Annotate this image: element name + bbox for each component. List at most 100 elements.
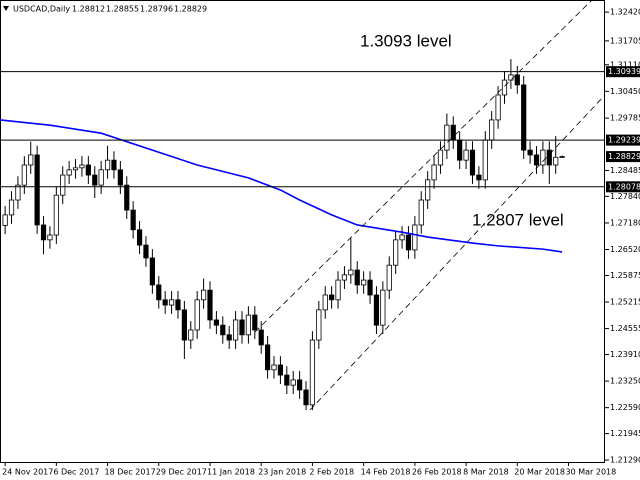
candle-body (136, 229, 143, 246)
candle-body (53, 194, 59, 236)
y-tick-label: 1.31705 (610, 36, 640, 45)
candle-body (290, 379, 296, 386)
candle-body (354, 269, 360, 286)
candle-body (265, 344, 271, 371)
y-tick-label: 1.23250 (610, 377, 640, 386)
candle-body (175, 299, 181, 311)
x-tick-label: 29 Dec 2017 (156, 468, 207, 477)
candle-body (104, 159, 111, 171)
trend-line (254, 0, 593, 333)
x-tick-label: 14 Feb 2018 (361, 468, 411, 477)
price-box-label: 1.28078 (608, 182, 640, 191)
candle-body (232, 319, 239, 341)
candle-body (399, 234, 405, 241)
annotation: 1.3093 level (360, 31, 452, 50)
x-tick-label: 6 Dec 2017 (53, 468, 99, 477)
candle-body (335, 279, 341, 301)
candle-body (117, 169, 123, 186)
candle-body (149, 257, 155, 286)
price-box-label: 1.30939 (608, 67, 640, 76)
candle-body (92, 174, 98, 186)
candle-body (252, 314, 258, 331)
candle-body (348, 269, 354, 276)
candle-body (2, 214, 8, 226)
candle-body (405, 234, 412, 251)
candle-body (156, 284, 162, 301)
x-tick-label: 18 Dec 2017 (105, 468, 156, 477)
y-tick-label: 1.30450 (610, 87, 640, 96)
candle-body (444, 124, 450, 151)
candle-body (271, 364, 277, 371)
candle-body (66, 169, 72, 176)
candle-body (309, 339, 316, 406)
candle-body (28, 154, 34, 166)
candle-body (245, 314, 252, 336)
price-box (606, 66, 640, 78)
candle-body (258, 329, 264, 346)
candle-body (143, 244, 149, 259)
candle-body (181, 309, 187, 341)
symbol-title: USDCAD,Daily (13, 5, 70, 14)
y-tick-label: 1.21290 (610, 455, 640, 464)
y-tick-label: 1.21945 (610, 429, 640, 438)
candle-body (213, 319, 219, 326)
candle-body (303, 389, 309, 406)
candle-body (476, 174, 482, 181)
y-tick-label: 1.27840 (610, 192, 640, 201)
candle-body (469, 149, 476, 176)
candle-body (130, 209, 136, 231)
x-tick-label: 8 Mar 2018 (463, 468, 509, 477)
y-tick-label: 1.26520 (610, 245, 640, 254)
candle-body (431, 164, 437, 181)
candle-body (15, 184, 21, 201)
candle-body (533, 154, 540, 166)
candle-body (553, 156, 559, 166)
candle-body (297, 379, 303, 391)
y-tick-label: 1.32420 (610, 8, 640, 17)
candle-body (559, 156, 565, 158)
candle-body (40, 224, 47, 241)
header-high: 1.28855 (106, 5, 139, 14)
candle-body (450, 124, 456, 141)
price-box (606, 151, 640, 163)
y-tick-label: 1.24555 (610, 324, 640, 333)
candle-body (418, 199, 424, 226)
plot-layer (0, 59, 565, 411)
x-tick-label: 26 Feb 2018 (412, 468, 462, 477)
candle-body (194, 299, 200, 331)
candle-body (386, 264, 392, 291)
candle-body (188, 329, 194, 341)
candle-body (316, 309, 322, 341)
candle-body (79, 164, 85, 169)
candle-body (508, 74, 514, 81)
candle-body (124, 184, 130, 211)
candle-body (162, 299, 168, 306)
price-box (606, 134, 640, 146)
candle-body (521, 84, 527, 151)
candle-body (111, 159, 117, 171)
candle-body (239, 319, 245, 336)
x-tick-label: 23 Jan 2018 (258, 468, 306, 477)
candle-body (527, 149, 533, 156)
y-tick-label: 1.22590 (610, 403, 640, 412)
candle-body (425, 179, 431, 201)
candle-body (284, 374, 290, 386)
x-tick-label: 30 Mar 2018 (566, 468, 617, 477)
candle-body (168, 299, 175, 306)
moving-average (0, 119, 563, 253)
candle-body (380, 289, 386, 326)
candle-body (501, 79, 508, 96)
y-tick-label: 1.31110 (610, 60, 640, 69)
header-low: 1.28796 (140, 5, 173, 14)
menu-triangle[interactable] (3, 6, 9, 11)
candle-body (207, 289, 213, 321)
candle-body (47, 234, 53, 241)
candle-body (514, 74, 520, 86)
y-tick-label: 1.25215 (610, 298, 640, 307)
price-box-label: 1.28829 (608, 152, 640, 161)
y-tick-label: 1.27180 (610, 218, 640, 227)
candle-body (393, 239, 399, 266)
annotation: 1.2807 level (472, 210, 564, 229)
